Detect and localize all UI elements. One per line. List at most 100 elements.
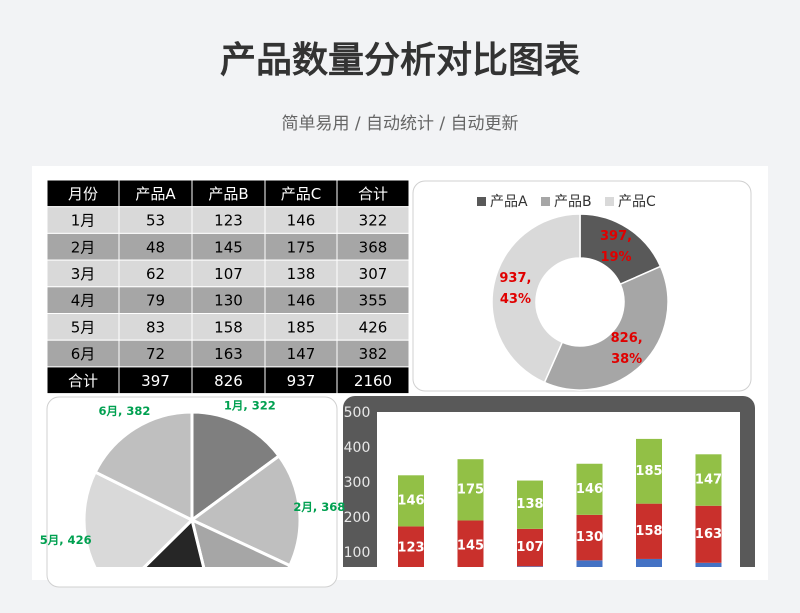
table-cell [264, 179, 338, 208]
table-text: 4月 [71, 292, 96, 310]
data-label: 107 [516, 540, 543, 555]
data-label: 147 [695, 473, 722, 488]
data-label: 1月, 322 [224, 398, 276, 412]
title: 产品数量分析对比图表 [220, 40, 580, 81]
table-text: 145 [214, 238, 243, 256]
pie-slice [189, 453, 302, 567]
bar-segment [517, 566, 543, 567]
bar-segment [398, 475, 424, 527]
table-text: 2160 [354, 372, 392, 390]
table-cell [46, 339, 120, 368]
data-label: 138 [516, 497, 543, 512]
table-cell [264, 366, 338, 395]
table-text: 6月 [71, 345, 96, 363]
table-cell [264, 339, 338, 368]
table-cell [118, 179, 193, 208]
table-text: 322 [359, 212, 388, 230]
table-text: 368 [359, 238, 388, 256]
table-text: 53 [146, 212, 165, 230]
legend-label: 产品B [554, 194, 592, 210]
data-label: 6月, 382 [99, 404, 151, 418]
table-cell [46, 286, 120, 314]
table-cell [336, 206, 410, 234]
data-label: 826, [611, 331, 643, 346]
group [82, 410, 302, 567]
table-text: 48 [146, 238, 165, 256]
data-label: 123 [397, 540, 424, 555]
bar-segment [457, 520, 484, 567]
pie-slice [142, 517, 206, 567]
table-text: 158 [214, 318, 243, 336]
bar-segment [576, 514, 603, 561]
table-text: 1月 [71, 212, 96, 230]
bar-segment [636, 438, 662, 504]
table-cell [191, 313, 266, 341]
bar-segment [695, 505, 722, 563]
data-label: 397, [600, 229, 632, 244]
table-text: 937 [287, 372, 316, 390]
table-text: 138 [287, 265, 316, 283]
table-text: 产品C [281, 185, 321, 203]
bar-segment [695, 454, 722, 506]
subtitle: 简单易用 / 自动统计 / 自动更新 [281, 114, 518, 134]
table-cell [336, 286, 410, 314]
table-cell [336, 259, 410, 288]
table-text: 185 [287, 318, 316, 336]
data-label: 2月, 368 [293, 500, 345, 514]
table-text: 146 [287, 212, 316, 230]
table-text: 397 [141, 372, 170, 390]
table-text: 123 [214, 212, 243, 230]
table-text: 826 [214, 372, 243, 390]
table-text: 107 [214, 265, 243, 283]
data-label: 145 [457, 538, 484, 553]
bar-segment [517, 528, 543, 567]
table-text: 382 [359, 345, 388, 363]
data-label: 163 [695, 527, 722, 542]
table-cell [336, 232, 410, 261]
data-label: 937, [499, 271, 531, 286]
y-tick-label: 500 [344, 405, 371, 421]
legend-swatch [541, 197, 550, 206]
pie-slice [82, 470, 195, 567]
bar-segment [576, 463, 603, 515]
table-text: 合计 [68, 372, 98, 390]
bar-segment [517, 480, 543, 529]
table-cell [336, 366, 410, 395]
pie-slice [93, 410, 194, 523]
group: 100 200 300 400 500 123 145 107 130 158 163 146 175 1… [344, 405, 722, 567]
data-label: 158 [635, 524, 662, 539]
y-tick-label: 400 [344, 440, 371, 456]
table-text: 72 [146, 345, 165, 363]
table-cell [264, 286, 338, 314]
donut-slice [491, 213, 581, 384]
y-tick-label: 300 [344, 475, 371, 491]
table-text: 月份 [68, 185, 98, 203]
table-cell [118, 286, 193, 314]
table-cell [264, 206, 338, 234]
data-label: 19% [600, 250, 631, 265]
data-label: 185 [635, 464, 662, 479]
table-cell [336, 339, 410, 368]
data-label: 5月, 426 [40, 533, 92, 547]
table-text: 2月 [71, 238, 96, 256]
pie-slice [189, 517, 292, 567]
table-cell [191, 366, 266, 395]
bar-segment [457, 459, 484, 521]
table-text: 307 [359, 265, 388, 283]
table-text: 426 [359, 318, 388, 336]
plot-area [377, 412, 740, 567]
pie-slice [190, 410, 282, 523]
donut-panel [412, 180, 752, 392]
data-label: 38% [611, 352, 642, 367]
data-label: 175 [457, 482, 484, 497]
table-text: 79 [146, 292, 165, 310]
data-label: 43% [500, 292, 531, 307]
table-text: 5月 [71, 318, 96, 336]
y-tick-label: 200 [344, 510, 371, 526]
y-tick-label: 100 [344, 545, 371, 561]
table-cell [191, 232, 266, 261]
bar-segment [576, 560, 603, 567]
data-label: 146 [576, 482, 603, 497]
table-text: 合计 [358, 185, 388, 203]
